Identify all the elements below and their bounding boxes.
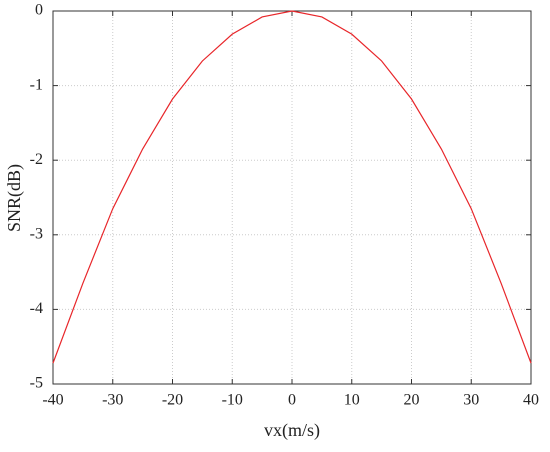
x-tick-label: 10 [344,392,360,409]
x-tick-label: -20 [162,392,183,409]
x-tick-label: -40 [42,392,63,409]
x-tick-label: -30 [102,392,123,409]
x-tick-label: 20 [404,392,420,409]
y-tick-label: 0 [35,2,43,19]
y-tick-label: -5 [30,375,43,392]
y-tick-label: -3 [30,225,43,242]
y-tick-label: -1 [30,76,43,93]
x-tick-label: 0 [288,392,296,409]
x-tick-label: 30 [463,392,479,409]
y-axis-label: SNR(dB) [4,164,25,232]
y-tick-label: -4 [30,300,43,317]
x-tick-label: -10 [222,392,243,409]
y-tick-label: -2 [30,151,43,168]
data-line [52,10,532,364]
x-tick-label: 40 [523,392,539,409]
x-axis-label: vx(m/s) [264,420,320,441]
